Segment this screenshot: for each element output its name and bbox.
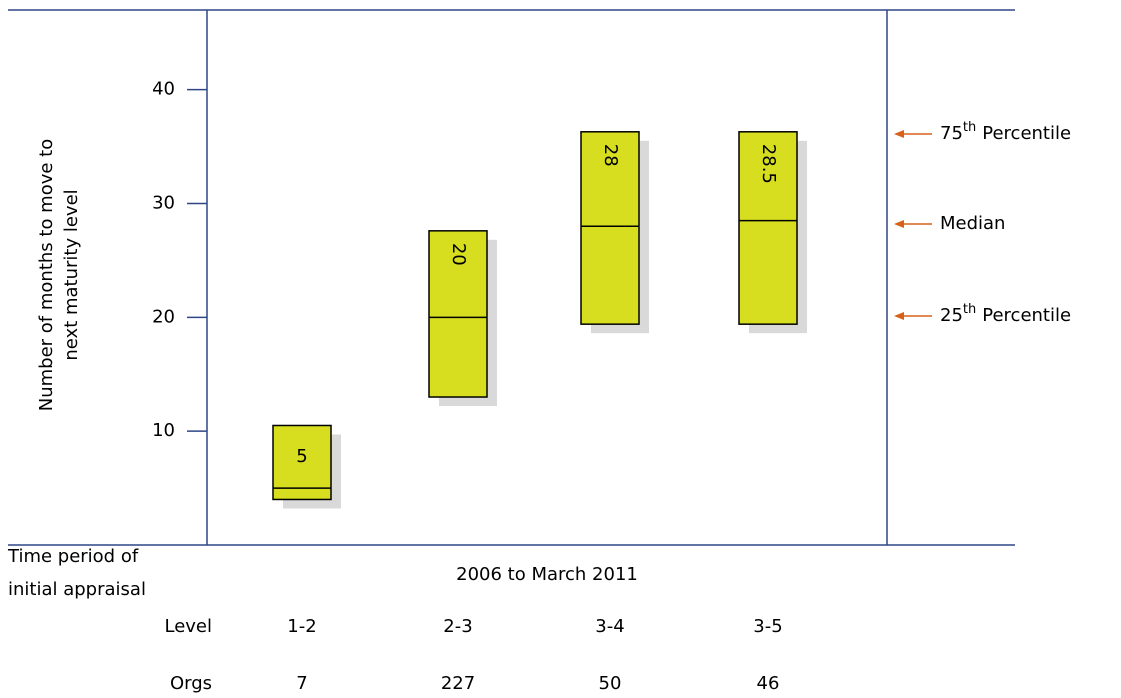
annotation-number: 25 xyxy=(940,305,963,326)
box xyxy=(738,131,798,325)
annotation-text: Percentile xyxy=(982,123,1071,144)
annotation-text: Percentile xyxy=(982,305,1071,326)
annotation-superscript: th xyxy=(963,302,976,317)
y-tick-label: 40 xyxy=(152,79,175,100)
level: 2-3 xyxy=(443,616,472,637)
median-label: 20 xyxy=(448,243,469,266)
annotation-arrowhead xyxy=(894,220,904,228)
level-label: Level xyxy=(164,616,212,637)
median-label: 28.5 xyxy=(758,144,779,184)
median-label-group: 28.5 xyxy=(758,144,779,184)
orgs-count: 50 xyxy=(599,673,622,694)
level: 1-2 xyxy=(287,616,316,637)
median-label: 28 xyxy=(600,144,621,167)
y-tick-label: 20 xyxy=(152,306,175,327)
annotation: Median xyxy=(940,213,1005,234)
median-label-group: 28 xyxy=(600,144,621,167)
annotation: 25th Percentile xyxy=(940,302,1071,327)
median-label-group: 20 xyxy=(448,243,469,266)
y-axis-label: Number of months to move to next maturit… xyxy=(36,139,82,411)
y-tick-label: 30 xyxy=(152,193,175,214)
orgs-count: 227 xyxy=(441,673,475,694)
orgs-count: 7 xyxy=(296,673,307,694)
y-tick-label: 10 xyxy=(152,420,175,441)
box xyxy=(428,230,488,398)
level: 3-4 xyxy=(595,616,624,637)
y-axis-label-line: next maturity level xyxy=(61,189,82,360)
annotation-text: Median xyxy=(940,213,1005,234)
period: 2006 to March 2011 xyxy=(456,564,638,585)
annotation-superscript: th xyxy=(963,120,976,135)
level: 3-5 xyxy=(753,616,782,637)
y-axis-label-line: Number of months to move to xyxy=(36,139,57,411)
box xyxy=(272,424,332,501)
period-label: Time period of xyxy=(7,546,139,567)
annotation-number: 75 xyxy=(940,123,963,144)
annotation-arrowhead xyxy=(894,130,904,138)
orgs-label: Orgs xyxy=(170,673,212,694)
box xyxy=(580,131,640,325)
annotation: 75th Percentile xyxy=(940,120,1071,145)
median-label: 5 xyxy=(296,446,307,467)
annotation-arrowhead xyxy=(894,312,904,320)
orgs-count: 46 xyxy=(757,673,780,694)
period-label: initial appraisal xyxy=(8,579,146,600)
